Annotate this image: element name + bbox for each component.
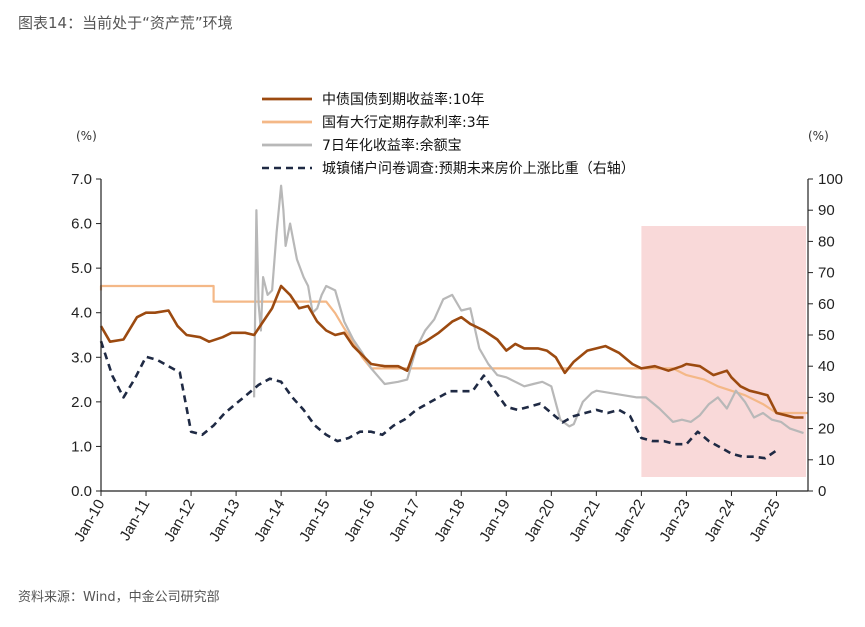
series-line-1: [99, 284, 804, 419]
right-tick-label: 10: [818, 452, 835, 469]
shaded-period: [641, 226, 806, 477]
left-tick-label: 2.0: [71, 394, 92, 411]
right-tick-label: 70: [818, 265, 835, 282]
right-tick-label: 0: [818, 483, 826, 500]
right-tick-label: 100: [818, 171, 843, 188]
series-line-2: [99, 284, 808, 415]
right-tick-label: 90: [818, 202, 835, 219]
left-tick-label: 1.0: [71, 438, 92, 455]
right-axis-unit: (%): [808, 129, 829, 143]
right-tick-label: 60: [818, 296, 835, 313]
x-tick-label: Jan-13: [206, 497, 244, 545]
x-tick-label: Jan-12: [161, 497, 199, 545]
right-tick-label: 40: [818, 358, 835, 375]
right-tick-label: 30: [818, 389, 835, 406]
right-tick-label: 50: [818, 327, 835, 344]
left-tick-label: 3.0: [71, 349, 92, 366]
x-tick-label: Jan-25: [746, 497, 784, 545]
x-tick-label: Jan-10: [71, 497, 109, 545]
legend-label-1: 中债国债到期收益率:10年: [322, 91, 485, 108]
x-tick-label: Jan-18: [431, 497, 469, 545]
series-line-4: [99, 340, 778, 460]
source-note: 资料来源：Wind，中金公司研究部: [18, 590, 220, 605]
x-tick-label: Jan-22: [611, 497, 649, 545]
left-tick-label: 5.0: [71, 260, 92, 277]
x-tick-label: Jan-11: [116, 497, 153, 544]
legend-label-4: 城镇储户问卷调查:预期未来房价上涨比重（右轴）: [322, 160, 635, 177]
x-tick-label: Jan-20: [521, 497, 559, 545]
left-axis-unit: (%): [76, 129, 97, 143]
x-tick-label: Jan-19: [476, 497, 514, 545]
legend-label-2: 国有大行定期存款利率:3年: [322, 114, 490, 131]
x-tick-label: Jan-24: [701, 497, 739, 545]
x-tick-label: Jan-23: [656, 497, 694, 545]
right-tick-label: 80: [818, 233, 835, 250]
x-tick-label: Jan-16: [341, 497, 379, 545]
left-tick-label: 7.0: [71, 171, 92, 188]
x-tick-label: Jan-14: [251, 497, 289, 545]
legend-label-3: 7日年化收益率:余额宝: [322, 137, 462, 154]
right-tick-label: 20: [818, 421, 835, 438]
left-tick-label: 6.0: [71, 216, 92, 233]
left-tick-label: 4.0: [71, 305, 92, 322]
series-line-3: [253, 184, 804, 435]
x-tick-label: Jan-15: [296, 497, 334, 545]
figure-title: 图表14：当前处于“资产荒”环境: [18, 14, 233, 32]
left-tick-label: 0.0: [71, 483, 92, 500]
x-tick-label: Jan-17: [386, 497, 424, 545]
x-tick-label: Jan-21: [566, 497, 604, 545]
